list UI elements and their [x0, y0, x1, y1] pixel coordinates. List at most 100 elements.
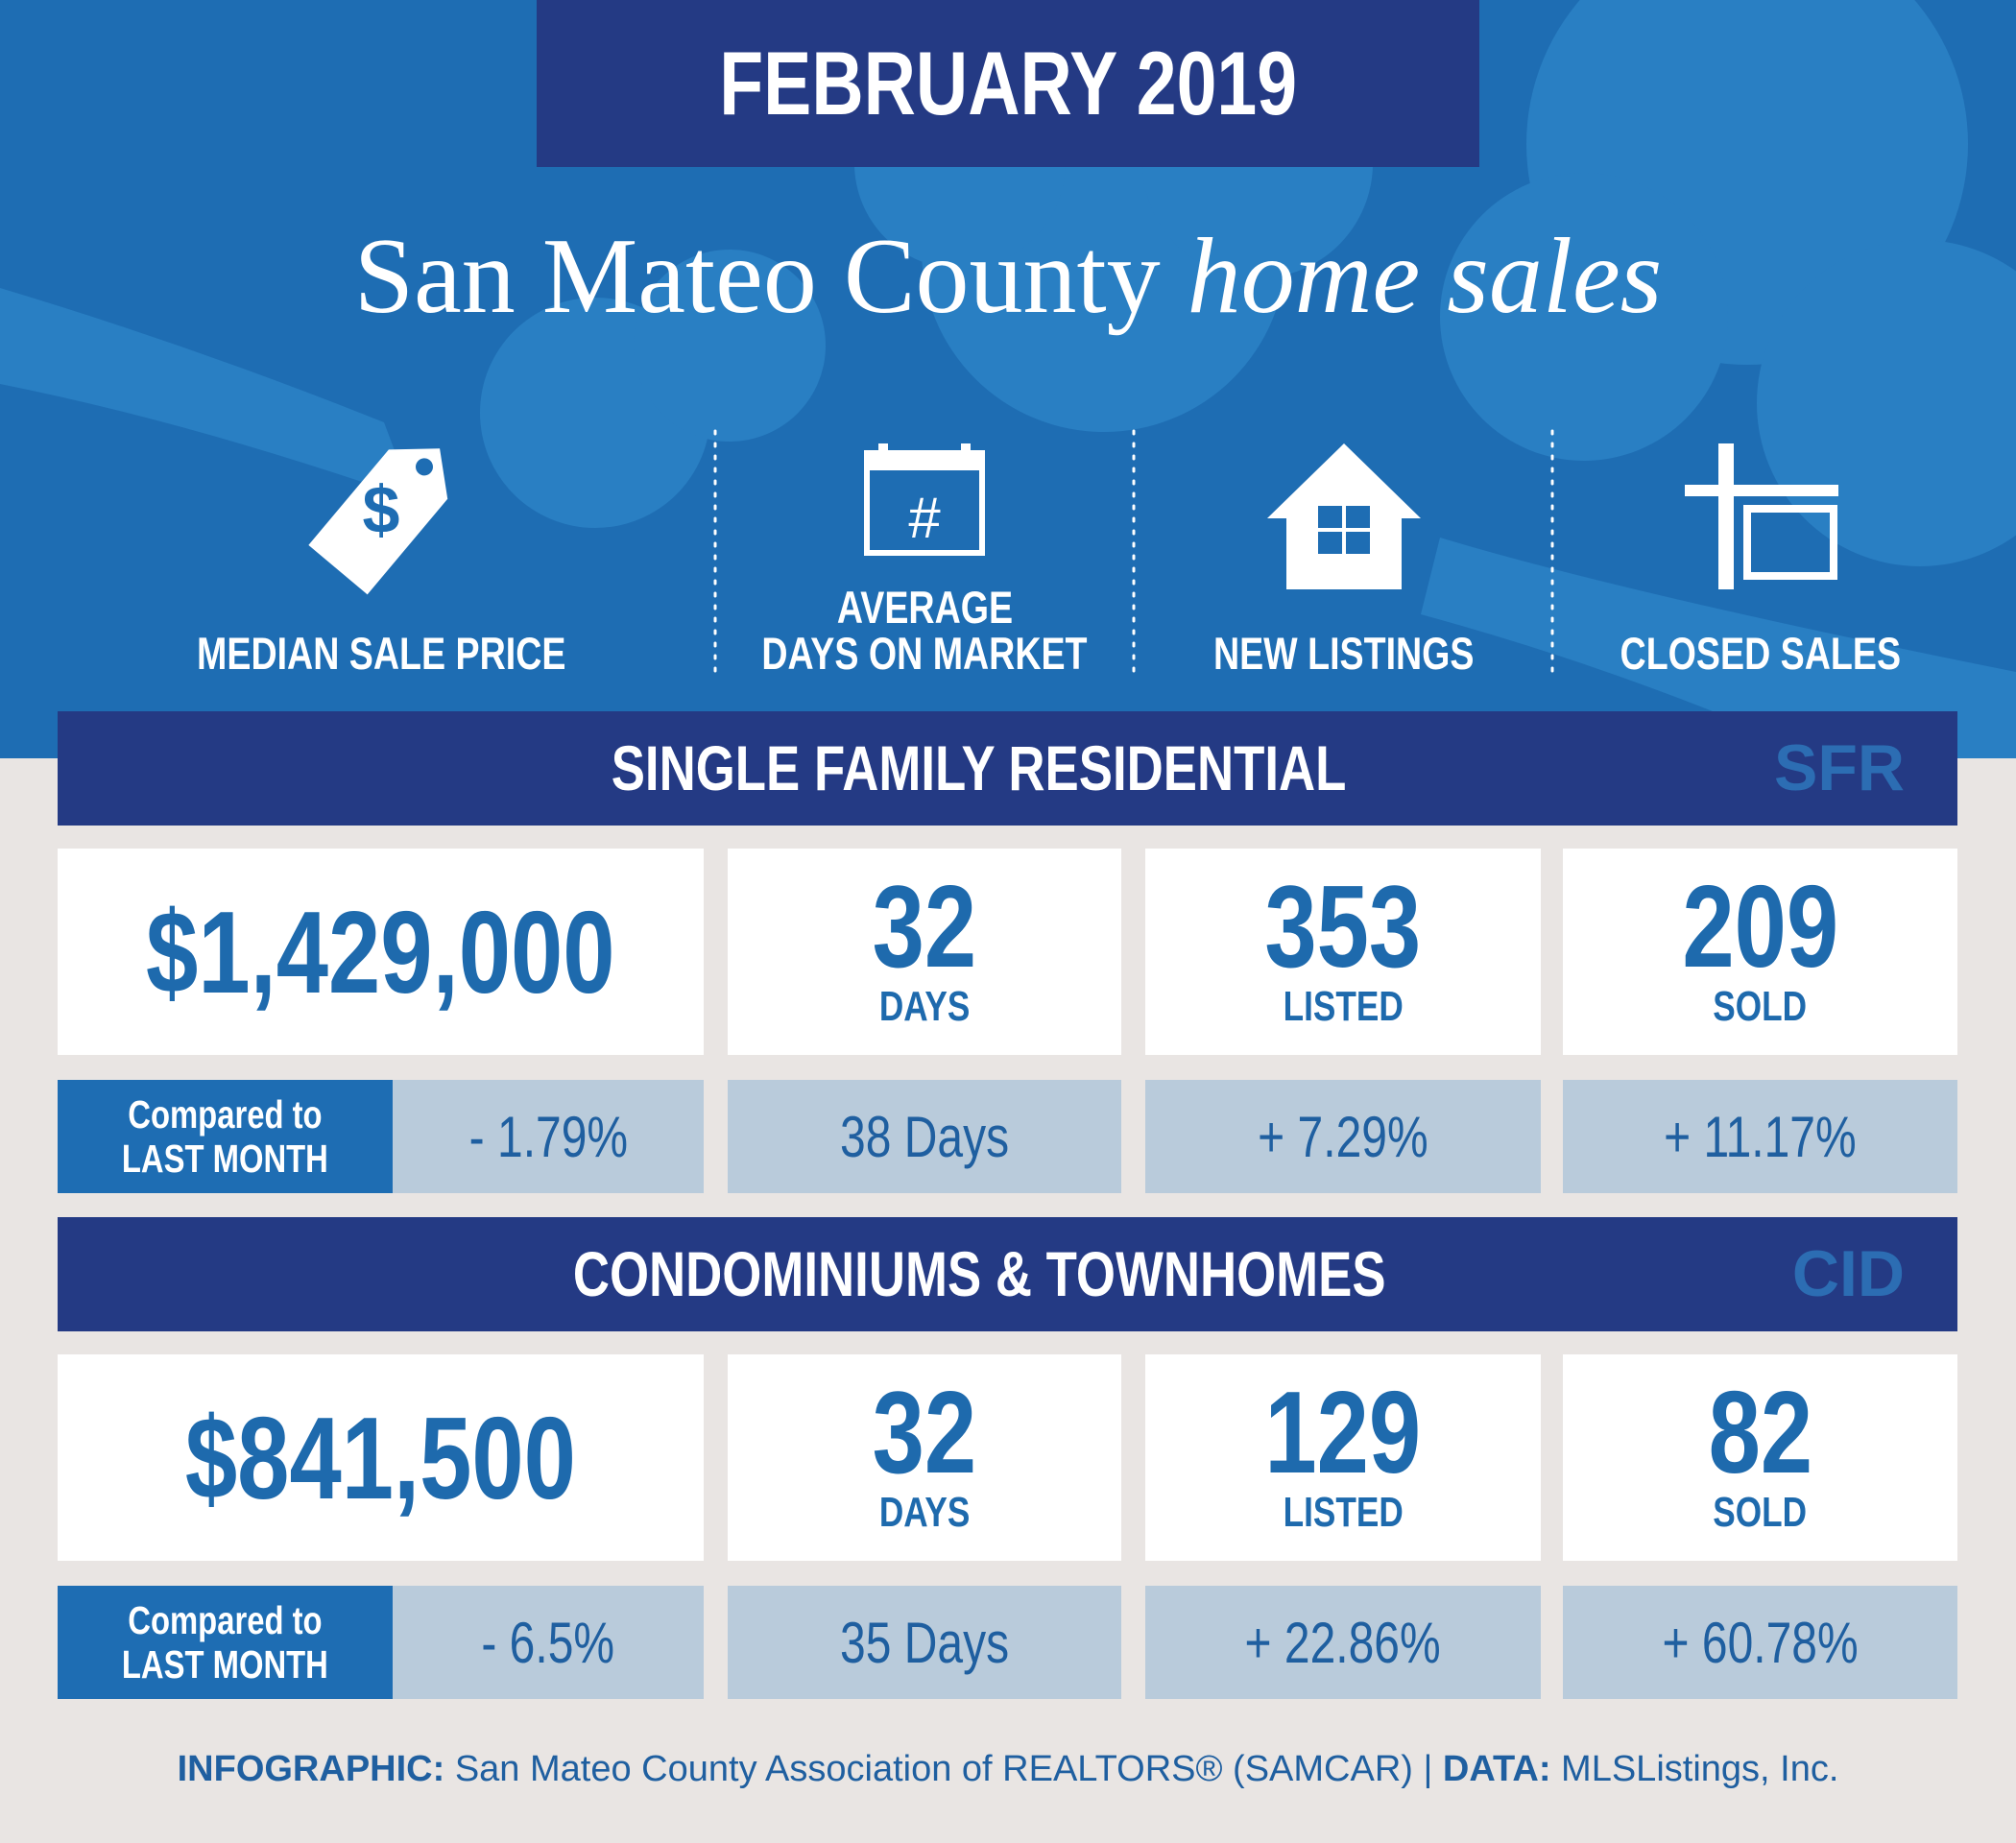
value: 32	[872, 860, 977, 992]
section-band: SINGLE FAMILY RESIDENTIAL SFR	[58, 711, 1957, 826]
date: FEBRUARY 2019	[719, 33, 1297, 133]
change: + 22.86%	[1244, 1610, 1442, 1675]
unit: DAYS	[878, 982, 971, 1030]
footer-text: San Mateo County Association of REALTORS…	[454, 1749, 1413, 1789]
change-box: + 22.86%	[1145, 1586, 1541, 1699]
value-box: 32 DAYS	[728, 1354, 1121, 1561]
compare-line: Compared to	[104, 1598, 347, 1642]
value: 82	[1708, 1366, 1812, 1497]
unit-wrap: SOLD	[1701, 1489, 1818, 1537]
metric-text: DAYS ON MARKET	[761, 628, 1088, 679]
compare-line: LAST MONTH	[96, 1642, 354, 1687]
title: San Mateo County home sales	[0, 219, 2016, 334]
metric-text: CLOSED SALES	[1620, 628, 1902, 679]
metric-line: MEDIAN SALE PRICE	[103, 631, 660, 677]
date-banner: FEBRUARY 2019	[537, 0, 1479, 167]
compare-text: LAST MONTH	[122, 1137, 328, 1181]
value-box: 82 SOLD	[1563, 1354, 1957, 1561]
value-wrap: 32	[859, 1366, 990, 1497]
value-box: 209 SOLD	[1563, 849, 1957, 1055]
value-box: 129 LISTED	[1145, 1354, 1541, 1561]
change-box: 38 Days	[728, 1080, 1121, 1193]
unit: LISTED	[1283, 982, 1404, 1030]
compare-text: Compared to	[128, 1598, 323, 1642]
change-box: + 60.78%	[1563, 1586, 1957, 1699]
value: 32	[872, 1366, 977, 1497]
unit: SOLD	[1713, 982, 1808, 1030]
unit: SOLD	[1713, 1488, 1808, 1536]
unit-wrap: LISTED	[1268, 983, 1418, 1031]
value-wrap: 82	[1695, 1366, 1826, 1497]
value-box: 353 LISTED	[1145, 849, 1541, 1055]
compare-text: Compared to	[128, 1092, 323, 1137]
section-code: SFR	[1774, 731, 1905, 804]
section-title-text: SINGLE FAMILY RESIDENTIAL	[612, 732, 1347, 803]
title-main: San Mateo County	[353, 217, 1161, 336]
metric-label: CLOSED SALES	[1482, 631, 2016, 677]
background: $ #	[0, 0, 2016, 758]
value: 209	[1682, 860, 1838, 992]
compare-text: LAST MONTH	[122, 1642, 328, 1687]
unit-wrap: LISTED	[1268, 1489, 1418, 1537]
metric-text: AVERAGE	[836, 582, 1013, 633]
value-wrap: 209	[1663, 860, 1859, 992]
metric-line: NEW LISTINGS	[1066, 631, 1622, 677]
metric-label: MEDIAN SALE PRICE	[103, 631, 660, 677]
change: + 7.29%	[1258, 1104, 1428, 1169]
title-italic: home sales	[1187, 217, 1663, 336]
section-title: SINGLE FAMILY RESIDENTIAL	[19, 711, 1939, 826]
change: 35 Days	[839, 1610, 1010, 1675]
section-band: CONDOMINIUMS & TOWNHOMES CID	[58, 1217, 1957, 1331]
compare-line: LAST MONTH	[96, 1137, 354, 1181]
value-box: $841,500	[58, 1354, 704, 1561]
compare-label: Compared to LAST MONTH	[58, 1080, 393, 1193]
change-box: - 1.79%	[393, 1080, 704, 1193]
compare-label: Compared to LAST MONTH	[58, 1586, 393, 1699]
section-title: CONDOMINIUMS & TOWNHOMES	[19, 1217, 1939, 1331]
value-wrap: $1,429,000	[87, 890, 674, 1015]
footer-text: MLSListings, Inc.	[1561, 1749, 1839, 1789]
change-box: + 11.17%	[1563, 1080, 1957, 1193]
footer: INFOGRAPHIC: San Mateo County Associatio…	[0, 1749, 2016, 1790]
value: $1,429,000	[146, 886, 615, 1017]
value: $841,500	[184, 1392, 577, 1523]
value: 353	[1264, 860, 1422, 992]
value-wrap: 129	[1245, 1366, 1441, 1497]
change: + 60.78%	[1662, 1610, 1859, 1675]
value-box: 32 DAYS	[728, 849, 1121, 1055]
metric-text: MEDIAN SALE PRICE	[196, 628, 566, 679]
metric-label: AVERAGE DAYS ON MARKET	[646, 585, 1203, 677]
metric-line: AVERAGE	[646, 585, 1203, 631]
value-wrap: 353	[1245, 860, 1441, 992]
section-title-text: CONDOMINIUMS & TOWNHOMES	[572, 1238, 1386, 1309]
footer-label: INFOGRAPHIC:	[177, 1749, 445, 1789]
svg-text:#: #	[908, 486, 941, 550]
metric-line: CLOSED SALES	[1482, 631, 2016, 677]
svg-text:$: $	[363, 472, 400, 547]
metric-line: DAYS ON MARKET	[646, 631, 1203, 677]
icons: $ #	[308, 443, 1838, 595]
metric-label: NEW LISTINGS	[1066, 631, 1622, 677]
unit: DAYS	[878, 1488, 971, 1536]
change-box: + 7.29%	[1145, 1080, 1541, 1193]
change-box: - 6.5%	[393, 1586, 704, 1699]
unit: LISTED	[1283, 1488, 1404, 1536]
compare-line: Compared to	[104, 1092, 347, 1137]
value-wrap: $841,500	[136, 1396, 625, 1520]
unit-wrap: SOLD	[1701, 983, 1818, 1031]
value-box: $1,429,000	[58, 849, 704, 1055]
change-box: 35 Days	[728, 1586, 1121, 1699]
metric-text: NEW LISTINGS	[1213, 628, 1475, 679]
unit-wrap: DAYS	[868, 983, 981, 1031]
value-wrap: 32	[859, 860, 990, 992]
change: 38 Days	[839, 1104, 1010, 1169]
separator: |	[1423, 1749, 1433, 1789]
change: - 1.79%	[468, 1104, 628, 1169]
footer-label: DATA:	[1442, 1749, 1551, 1789]
value: 129	[1264, 1366, 1422, 1497]
unit-wrap: DAYS	[868, 1489, 981, 1537]
change: + 11.17%	[1664, 1104, 1857, 1169]
section-code: CID	[1791, 1237, 1905, 1310]
change: - 6.5%	[481, 1610, 615, 1675]
